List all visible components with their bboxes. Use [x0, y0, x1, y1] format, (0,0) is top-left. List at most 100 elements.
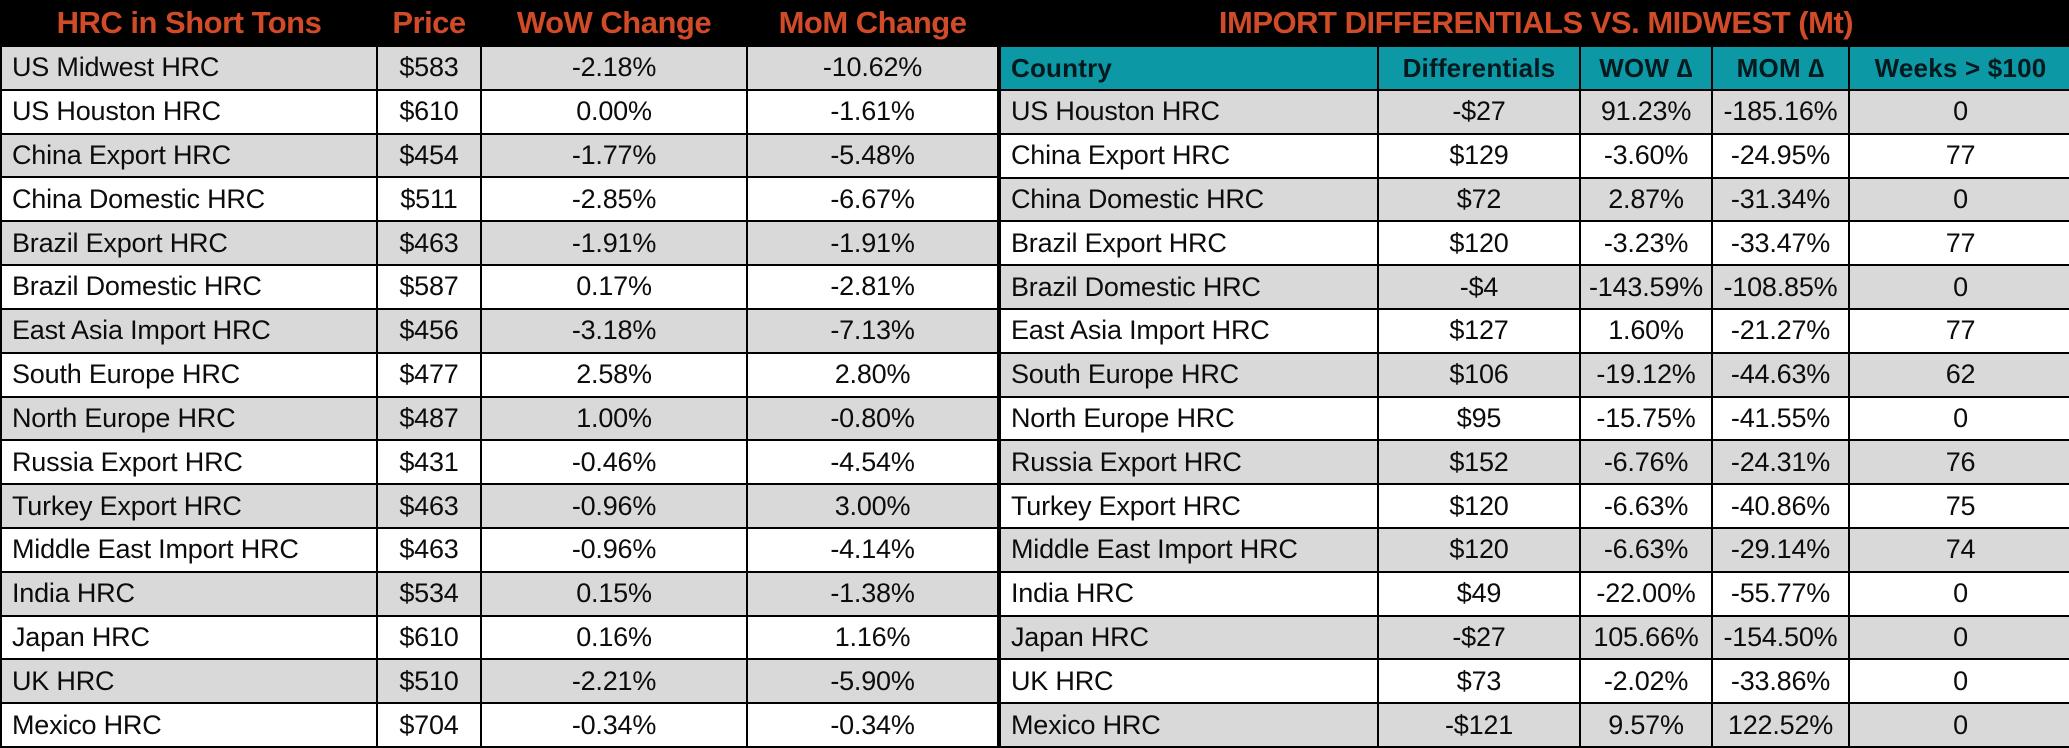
row-value: -1.77%: [480, 132, 748, 179]
row-label: US Houston HRC: [999, 89, 1379, 135]
row-label: Middle East Import HRC: [999, 526, 1379, 573]
row-value: -3.60%: [1579, 132, 1713, 179]
row-value: -5.48%: [746, 132, 999, 179]
row-value: -0.96%: [480, 483, 748, 529]
row-value: -40.86%: [1711, 483, 1850, 529]
row-value: 0: [1847, 702, 2069, 748]
row-label: UK HRC: [0, 658, 378, 705]
row-value: 0: [1847, 264, 2069, 310]
row-value: 3.00%: [746, 483, 999, 529]
row-value: 76: [1847, 439, 2069, 486]
table-row: Japan HRC $610 0.16% 1.16%: [0, 614, 999, 661]
row-value: -41.55%: [1711, 395, 1850, 442]
row-value: $120: [1377, 220, 1581, 267]
row-value: $463: [376, 483, 482, 529]
row-value: $73: [1377, 658, 1581, 705]
row-value: -4.14%: [746, 526, 999, 573]
row-value: $704: [376, 702, 482, 748]
table-row: Brazil Export HRC $120 -3.23% -33.47% 77: [999, 220, 2069, 267]
row-label: China Export HRC: [999, 132, 1379, 179]
table-row: Middle East Import HRC $463 -0.96% -4.14%: [0, 526, 999, 573]
table-row: China Export HRC $129 -3.60% -24.95% 77: [999, 132, 2069, 179]
wow-delta-column-header: WOW ∆: [1579, 45, 1713, 91]
row-value: -1.91%: [480, 220, 748, 267]
table-row: Mexico HRC -$121 9.57% 122.52% 0: [999, 702, 2069, 748]
table-row: Brazil Domestic HRC $587 0.17% -2.81%: [0, 264, 999, 310]
row-value: 1.00%: [480, 395, 748, 442]
row-value: -0.34%: [480, 702, 748, 748]
row-value: $431: [376, 439, 482, 486]
row-value: $587: [376, 264, 482, 310]
row-value: -0.46%: [480, 439, 748, 486]
row-value: 2.80%: [746, 351, 999, 398]
row-value: $120: [1377, 526, 1581, 573]
row-value: 0: [1847, 658, 2069, 705]
row-label: Russia Export HRC: [999, 439, 1379, 486]
row-value: 9.57%: [1579, 702, 1713, 748]
row-label: Turkey Export HRC: [0, 483, 378, 529]
table-row: UK HRC $73 -2.02% -33.86% 0: [999, 658, 2069, 705]
table-row: India HRC $534 0.15% -1.38%: [0, 570, 999, 617]
table-row: US Midwest HRC $583 -2.18% -10.62%: [0, 45, 999, 91]
mom-delta-column-header: MOM ∆: [1711, 45, 1850, 91]
row-value: -0.96%: [480, 526, 748, 573]
row-value: $106: [1377, 351, 1581, 398]
row-value: 105.66%: [1579, 614, 1713, 661]
row-value: -2.85%: [480, 176, 748, 223]
row-label: UK HRC: [999, 658, 1379, 705]
row-label: North Europe HRC: [999, 395, 1379, 442]
row-value: 62: [1847, 351, 2069, 398]
row-value: -2.81%: [746, 264, 999, 310]
row-label: US Houston HRC: [0, 88, 378, 135]
row-label: East Asia Import HRC: [999, 307, 1379, 354]
row-value: -33.47%: [1711, 220, 1850, 267]
row-value: 1.16%: [746, 614, 999, 661]
row-value: 0.16%: [480, 614, 748, 661]
row-value: $49: [1377, 570, 1581, 617]
row-value: -33.86%: [1711, 658, 1850, 705]
row-value: $511: [376, 176, 482, 223]
row-value: 77: [1847, 132, 2069, 179]
row-value: $454: [376, 132, 482, 179]
row-label: US Midwest HRC: [0, 45, 378, 91]
row-value: -$27: [1377, 614, 1581, 661]
row-value: 0.17%: [480, 264, 748, 310]
row-label: North Europe HRC: [0, 395, 378, 442]
row-value: 0: [1847, 395, 2069, 442]
row-label: Turkey Export HRC: [999, 483, 1379, 529]
row-value: 2.58%: [480, 351, 748, 398]
row-value: 122.52%: [1711, 702, 1850, 748]
import-differentials-table: IMPORT DIFFERENTIALS VS. MIDWEST (Mt) Co…: [999, 0, 2069, 748]
row-label: Mexico HRC: [999, 702, 1379, 748]
table-row: South Europe HRC $477 2.58% 2.80%: [0, 351, 999, 398]
row-value: $95: [1377, 395, 1581, 442]
row-value: 74: [1847, 526, 2069, 573]
row-value: -143.59%: [1579, 264, 1713, 310]
row-label: East Asia Import HRC: [0, 307, 378, 354]
row-value: -6.63%: [1579, 483, 1713, 529]
table-row: US Houston HRC $610 0.00% -1.61%: [0, 88, 999, 135]
row-value: -$121: [1377, 702, 1581, 748]
row-value: -55.77%: [1711, 570, 1850, 617]
row-value: -108.85%: [1711, 264, 1850, 310]
row-value: $510: [376, 658, 482, 705]
table-row: South Europe HRC $106 -19.12% -44.63% 62: [999, 351, 2069, 398]
table-row: Russia Export HRC $431 -0.46% -4.54%: [0, 439, 999, 486]
table-row: Brazil Export HRC $463 -1.91% -1.91%: [0, 220, 999, 267]
row-label: Middle East Import HRC: [0, 526, 378, 573]
table-row: US Houston HRC -$27 91.23% -185.16% 0: [999, 89, 2069, 135]
row-value: -15.75%: [1579, 395, 1713, 442]
row-value: -24.95%: [1711, 132, 1850, 179]
row-value: -5.90%: [746, 658, 999, 705]
table-row: China Export HRC $454 -1.77% -5.48%: [0, 132, 999, 179]
table-row: Japan HRC -$27 105.66% -154.50% 0: [999, 614, 2069, 661]
table-row: China Domestic HRC $72 2.87% -31.34% 0: [999, 176, 2069, 223]
row-label: Brazil Domestic HRC: [999, 264, 1379, 310]
table-row: Middle East Import HRC $120 -6.63% -29.14% 7…: [999, 526, 2069, 573]
row-label: South Europe HRC: [0, 351, 378, 398]
row-value: -1.38%: [746, 570, 999, 617]
row-value: -7.13%: [746, 307, 999, 354]
row-label: Mexico HRC: [0, 702, 378, 748]
row-label: China Export HRC: [0, 132, 378, 179]
differentials-table-title: IMPORT DIFFERENTIALS VS. MIDWEST (Mt): [1000, 0, 2069, 46]
